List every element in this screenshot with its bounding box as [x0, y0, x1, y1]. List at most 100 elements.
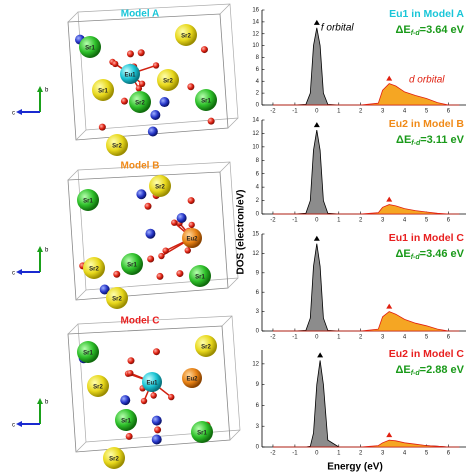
x-tick-label: 5 [425, 218, 429, 224]
atom-label: Sr2 [89, 267, 99, 273]
peak-marker [317, 352, 323, 357]
y-tick-label: 10 [252, 144, 259, 150]
delta-e-value: =3.11 eV [420, 134, 464, 146]
dos-area [273, 84, 459, 105]
y-tick-label: 6 [256, 290, 260, 296]
oxygen-atom [121, 98, 128, 105]
atom-label: Eu2 [186, 377, 198, 383]
structure-title: Model A [121, 9, 160, 20]
cell-edge [68, 14, 228, 140]
axis-arrow-head [37, 246, 43, 252]
y-tick-label: 8 [256, 158, 260, 164]
y-tick-label: 14 [252, 118, 259, 124]
x-tick-label: 2 [359, 451, 363, 457]
x-tick-label: -2 [270, 451, 276, 457]
y-tick-label: 10 [252, 43, 259, 49]
x-tick-label: 2 [359, 218, 363, 224]
atom-label: Sr1 [83, 199, 93, 205]
oxygen-atom [153, 62, 159, 68]
x-tick-label: 0 [315, 451, 319, 457]
axis-arrow-head [16, 421, 22, 427]
atom-label: Sr2 [93, 385, 103, 391]
y-tick-label: 0 [256, 212, 260, 218]
x-axis-label: Energy (eV) [327, 462, 383, 473]
x-tick-label: 3 [381, 335, 385, 341]
y-tick-label: 6 [256, 67, 260, 73]
axis-arrow-head [37, 86, 43, 92]
structure-title: Model B [121, 161, 160, 172]
x-tick-label: 0 [315, 218, 319, 224]
axis-name: c [12, 111, 15, 117]
atom-label: Sr2 [201, 345, 211, 351]
axis-arrow-head [37, 398, 43, 404]
oxygen-atom [139, 81, 145, 87]
oxygen-atom [188, 197, 195, 204]
oxygen-atom [141, 398, 147, 404]
x-tick-label: 5 [425, 451, 429, 457]
atom-label: Sr2 [112, 297, 122, 303]
oxygen-atom [153, 348, 160, 355]
x-tick-label: -1 [292, 109, 298, 115]
x-tick-label: 1 [337, 109, 341, 115]
oxygen-atom [127, 357, 134, 364]
axis-name: b [45, 400, 49, 406]
delta-e: ΔEf-d=2.88 eV [395, 364, 464, 377]
atom-label: Sr1 [201, 99, 211, 105]
atom-label: Sr2 [181, 34, 191, 40]
x-tick-label: 2 [359, 109, 363, 115]
y-tick-label: 16 [252, 8, 259, 14]
cell-edge [76, 130, 86, 140]
atom-label: Sr1 [195, 275, 205, 281]
axis-name: b [45, 88, 49, 94]
atom-label: Sr2 [109, 457, 119, 463]
nitrogen-atom [152, 435, 162, 445]
x-tick-label: -1 [292, 451, 298, 457]
dos-area [273, 312, 459, 331]
nitrogen-atom [136, 189, 146, 199]
delta-e-symbol: ΔE [396, 134, 411, 146]
atom-label: Sr2 [155, 185, 165, 191]
delta-e-symbol: ΔE [395, 24, 410, 36]
oxygen-atom [150, 392, 156, 398]
x-tick-label: 3 [381, 109, 385, 115]
y-tick-label: 12 [252, 251, 259, 257]
nitrogen-atom [150, 110, 160, 120]
delta-e-value: =2.88 eV [420, 364, 465, 376]
oxygen-atom [126, 433, 133, 440]
axis-arrow-head [16, 269, 22, 275]
dos-area [273, 28, 459, 105]
figure: Sr1Sr2Sr1Sr2Sr2Eu1Sr1Sr2Model AbcSr1Sr2S… [0, 0, 466, 475]
x-tick-label: -2 [270, 109, 276, 115]
peak-marker [386, 197, 392, 202]
peak-marker [314, 236, 320, 241]
oxygen-atom [113, 271, 120, 278]
oxygen-atom [185, 247, 191, 253]
cell-edge [220, 162, 230, 172]
y-tick-label: 0 [256, 445, 260, 451]
cell-edge [68, 12, 78, 22]
x-tick-label: 6 [447, 335, 451, 341]
delta-e-symbol: ΔE [395, 248, 410, 260]
x-tick-label: 6 [447, 109, 451, 115]
x-tick-label: 4 [403, 335, 407, 341]
atom-label: Sr1 [83, 351, 93, 357]
oxygen-atom [138, 49, 145, 56]
oxygen-atom [158, 253, 164, 259]
peak-marker [314, 122, 320, 127]
nitrogen-atom [145, 229, 155, 239]
y-tick-label: 12 [252, 31, 259, 37]
x-tick-label: 1 [337, 218, 341, 224]
x-tick-label: 0 [315, 335, 319, 341]
oxygen-atom [156, 273, 163, 280]
y-tick-label: 12 [252, 131, 259, 137]
nitrogen-atom [148, 127, 158, 137]
y-tick-label: 15 [252, 232, 259, 238]
y-tick-label: 9 [256, 382, 260, 388]
y-tick-label: 14 [252, 19, 259, 25]
cell-edge [68, 170, 78, 180]
y-tick-label: 9 [256, 270, 260, 276]
oxygen-atom [208, 118, 215, 125]
delta-e-symbol: ΔE [395, 364, 410, 376]
atom-label: Sr1 [127, 263, 137, 269]
